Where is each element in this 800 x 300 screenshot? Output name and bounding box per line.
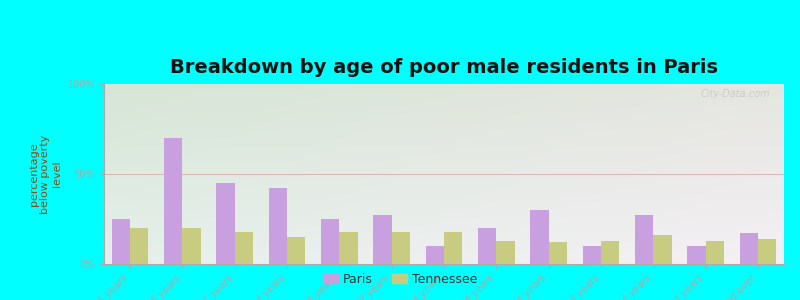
Text: City-Data.com: City-Data.com (701, 89, 770, 99)
Bar (426, 246, 444, 264)
Bar (234, 232, 253, 264)
Bar (339, 232, 358, 264)
Bar (530, 210, 549, 264)
Bar (478, 228, 496, 264)
Bar (392, 232, 410, 264)
Bar (374, 215, 392, 264)
Bar (130, 228, 149, 264)
Bar (182, 228, 201, 264)
Bar (112, 219, 130, 264)
Bar (687, 246, 706, 264)
Bar (444, 232, 462, 264)
Bar (217, 183, 234, 264)
Bar (496, 241, 514, 264)
Bar (269, 188, 287, 264)
Legend: Paris, Tennessee: Paris, Tennessee (318, 268, 482, 291)
Bar (758, 239, 776, 264)
Bar (706, 241, 724, 264)
Title: Breakdown by age of poor male residents in Paris: Breakdown by age of poor male residents … (170, 58, 718, 77)
Bar (287, 237, 306, 264)
Bar (321, 219, 339, 264)
Bar (549, 242, 567, 264)
Bar (654, 235, 671, 264)
Bar (635, 215, 654, 264)
Bar (582, 246, 601, 264)
Bar (164, 138, 182, 264)
Bar (601, 241, 619, 264)
Bar (739, 233, 758, 264)
Y-axis label: percentage
below poverty
level: percentage below poverty level (29, 134, 62, 214)
